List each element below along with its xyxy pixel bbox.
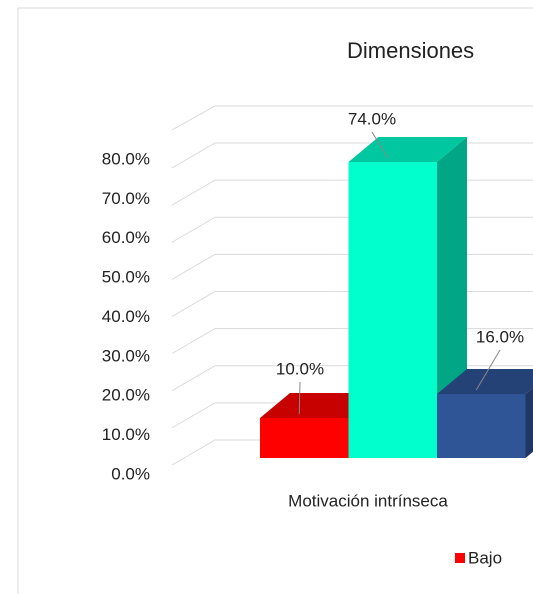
legend-swatch — [455, 553, 465, 563]
wall-edge — [171, 105, 533, 131]
y-tick-label: 70.0% — [102, 189, 150, 208]
bar-top — [437, 369, 533, 394]
chart-title: Dimensiones — [347, 38, 474, 63]
y-tick-label: 60.0% — [102, 228, 150, 247]
bar-side — [525, 387, 533, 458]
y-tick-label: 10.0% — [102, 425, 150, 444]
x-tick-label: Motivación intrínseca — [288, 491, 448, 510]
bar — [260, 418, 349, 458]
bar — [348, 162, 437, 458]
y-tick-label: 80.0% — [102, 149, 150, 168]
data-label: 16.0% — [476, 327, 524, 346]
legend-label: Bajo — [468, 548, 502, 567]
data-label: 74.0% — [348, 109, 396, 128]
y-tick-label: 0.0% — [111, 464, 150, 483]
data-label: 10.0% — [276, 359, 324, 378]
y-tick-label: 40.0% — [102, 307, 150, 326]
bar-top — [348, 137, 467, 162]
y-tick-label: 20.0% — [102, 386, 150, 405]
leader-line — [475, 349, 501, 391]
bar — [437, 394, 526, 458]
leader-line — [298, 381, 301, 415]
y-tick-label: 30.0% — [102, 346, 150, 365]
leader-line — [371, 131, 389, 159]
y-tick-label: 50.0% — [102, 268, 150, 287]
